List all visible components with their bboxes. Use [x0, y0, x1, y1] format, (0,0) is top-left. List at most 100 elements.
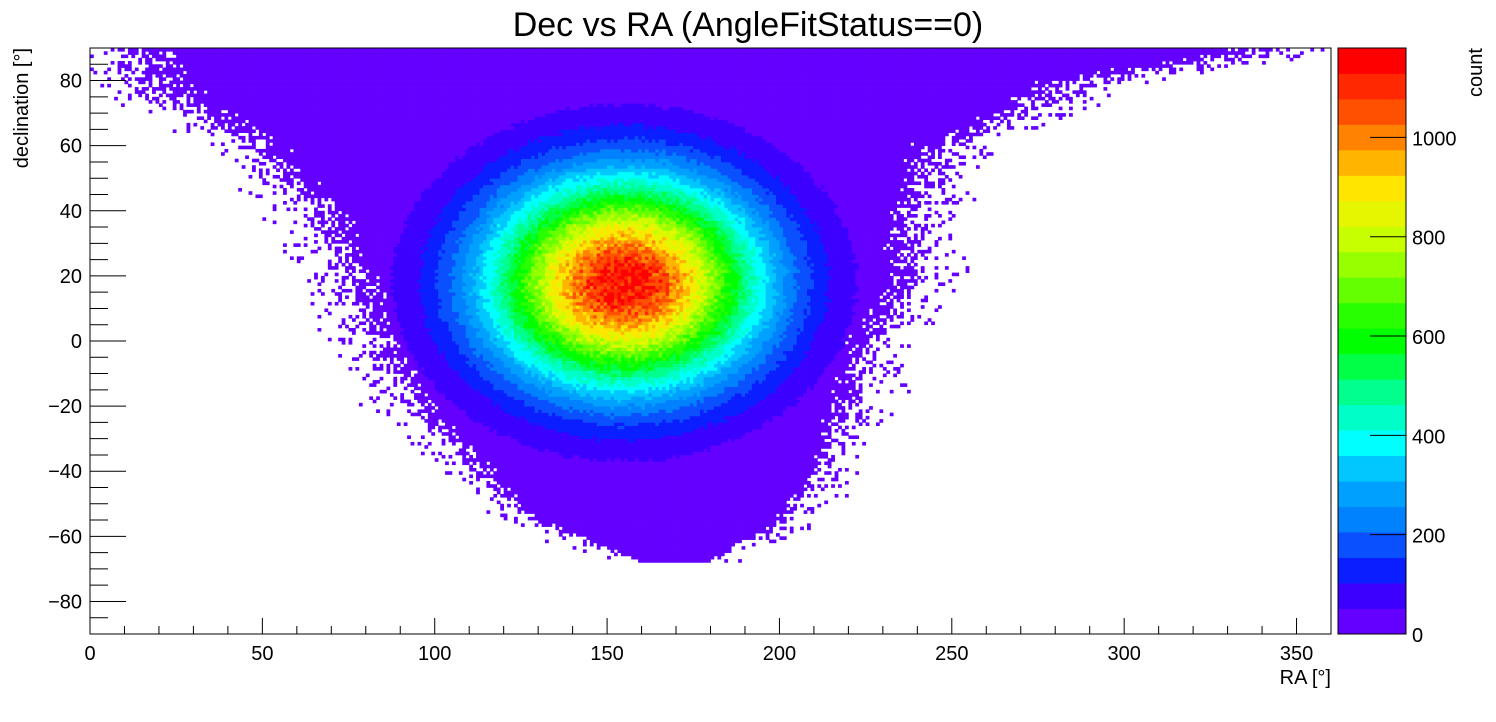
- heatmap-cell: [665, 467, 670, 472]
- heatmap-cell: [448, 471, 453, 475]
- heatmap-cell: [682, 516, 687, 521]
- heatmap-cell: [458, 415, 463, 420]
- heatmap-cell: [517, 425, 522, 430]
- heatmap-cell: [524, 503, 529, 508]
- heatmap-cell: [786, 396, 791, 400]
- heatmap-cell: [558, 471, 563, 475]
- heatmap-cell: [496, 425, 501, 430]
- heatmap-cell: [662, 412, 667, 417]
- heatmap-cell: [655, 402, 660, 407]
- heatmap-cell: [579, 510, 584, 514]
- heatmap-cell: [586, 441, 591, 446]
- heatmap-cell: [696, 435, 701, 440]
- heatmap-cell: [676, 464, 680, 469]
- heatmap-cell: [762, 412, 767, 417]
- heatmap-cell: [693, 497, 698, 501]
- heatmap-cell: [589, 533, 594, 537]
- heatmap-cell: [631, 412, 636, 417]
- heatmap-cell: [638, 448, 642, 453]
- heatmap-cell: [600, 425, 604, 430]
- heatmap-cell: [700, 419, 704, 423]
- heatmap-cell: [851, 435, 856, 440]
- heatmap-cell: [755, 529, 760, 534]
- heatmap-cell: [655, 419, 660, 423]
- heatmap-cell: [465, 461, 470, 466]
- heatmap-cell: [576, 389, 580, 394]
- heatmap-cell: [758, 412, 763, 417]
- heatmap-cell: [751, 497, 756, 501]
- heatmap-cell: [545, 396, 549, 400]
- heatmap-cell: [717, 513, 722, 518]
- heatmap-cell: [658, 507, 663, 511]
- heatmap-cell: [658, 471, 663, 475]
- heatmap-cell: [800, 415, 804, 420]
- heatmap-cell: [503, 389, 508, 394]
- heatmap-cell: [472, 441, 477, 446]
- heatmap-cell: [438, 393, 442, 397]
- heatmap-cell: [672, 451, 677, 456]
- heatmap-cell: [686, 513, 691, 518]
- heatmap-cell: [713, 500, 718, 505]
- heatmap-cell: [638, 520, 642, 524]
- heatmap-cell: [779, 389, 784, 394]
- heatmap-cell: [624, 419, 629, 423]
- heatmap-cell: [796, 402, 801, 407]
- heatmap-cell: [855, 419, 860, 423]
- heatmap-cell: [744, 500, 749, 505]
- heatmap-cell: [582, 419, 587, 423]
- heatmap-cell: [676, 441, 680, 446]
- heatmap-cell: [724, 494, 729, 498]
- heatmap-cell: [786, 477, 791, 482]
- heatmap-cell: [562, 464, 567, 469]
- heatmap-cell: [589, 399, 594, 404]
- heatmap-cell: [500, 409, 505, 413]
- heatmap-cell: [555, 435, 560, 440]
- heatmap-cell: [603, 406, 608, 410]
- heatmap-cell: [744, 415, 749, 420]
- heatmap-cell: [582, 497, 587, 501]
- heatmap-cell: [662, 386, 667, 391]
- heatmap-cell: [738, 445, 742, 449]
- heatmap-cell: [779, 393, 784, 397]
- heatmap-cell: [700, 533, 704, 537]
- heatmap-cell: [434, 415, 439, 420]
- heatmap-cell: [458, 435, 463, 440]
- heatmap-cell: [793, 435, 798, 440]
- heatmap-cell: [493, 412, 498, 417]
- heatmap-cell: [576, 494, 580, 498]
- heatmap-cell: [796, 438, 801, 443]
- heatmap-cell: [758, 458, 763, 462]
- heatmap-cell: [786, 419, 791, 423]
- heatmap-cell: [696, 494, 701, 498]
- heatmap-cell: [496, 467, 501, 472]
- heatmap-cell: [645, 419, 649, 423]
- heatmap-cell: [448, 422, 453, 426]
- heatmap-cell: [562, 406, 567, 410]
- heatmap-cell: [786, 409, 791, 413]
- heatmap-cell: [813, 461, 818, 466]
- heatmap-cell: [645, 467, 649, 472]
- heatmap-cell: [582, 503, 587, 508]
- heatmap-cell: [707, 529, 711, 534]
- heatmap-cell: [551, 399, 556, 404]
- heatmap-cell: [520, 428, 525, 433]
- heatmap-cell: [627, 415, 632, 420]
- heatmap-cell: [689, 484, 694, 488]
- heatmap-cell: [793, 425, 798, 430]
- heatmap-cell: [576, 497, 580, 501]
- heatmap-cell: [744, 477, 749, 482]
- heatmap-cell: [493, 425, 498, 430]
- heatmap-cell: [479, 415, 484, 420]
- heatmap-cell: [451, 389, 456, 394]
- heatmap-cell: [648, 448, 653, 453]
- heatmap-cell: [427, 393, 432, 397]
- heatmap-cell: [758, 487, 763, 492]
- heatmap-cell: [707, 500, 711, 505]
- heatmap-cell: [693, 441, 698, 446]
- heatmap-cell: [689, 451, 694, 456]
- heatmap-cell: [541, 406, 546, 410]
- heatmap-cell: [707, 516, 711, 521]
- heatmap-cell: [793, 409, 798, 413]
- heatmap-cell: [669, 510, 673, 514]
- heatmap-cell: [748, 484, 753, 488]
